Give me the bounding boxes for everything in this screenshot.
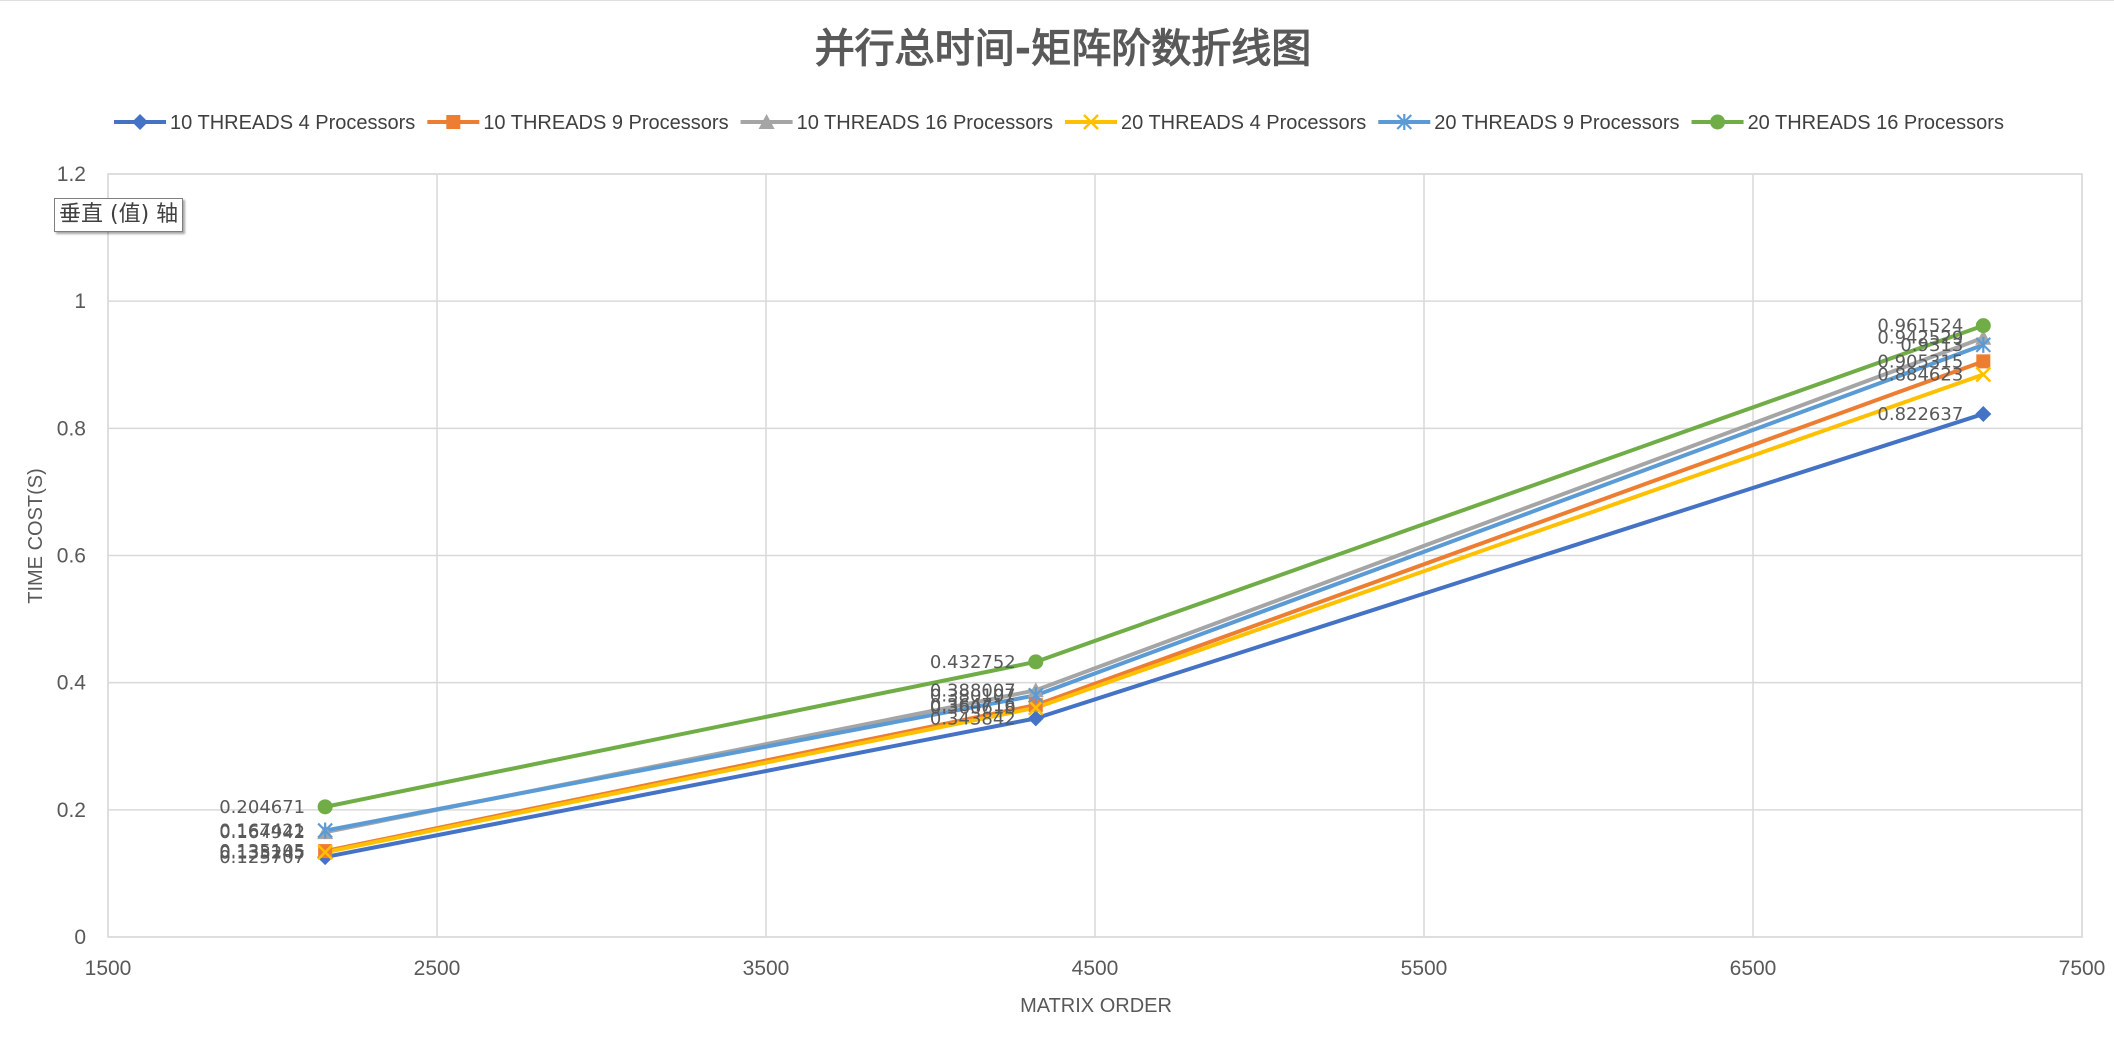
legend-label: 20 THREADS 4 Processors xyxy=(1121,112,1366,134)
data-label: 0.432752 xyxy=(930,652,1016,673)
data-label: 0.884623 xyxy=(1877,365,1963,386)
series-markers xyxy=(317,318,1992,866)
data-point xyxy=(317,844,334,861)
legend-label: 10 THREADS 4 Processors xyxy=(170,112,415,134)
data-label: 0.380107 xyxy=(930,685,1016,706)
y-tick-label: 0.2 xyxy=(57,799,86,822)
series-line xyxy=(324,323,1984,809)
y-tick-label: 1.2 xyxy=(57,163,86,186)
data-label: 0.125707 xyxy=(219,847,305,868)
data-label: 0.343842 xyxy=(930,708,1016,729)
data-label: 0.135105 xyxy=(219,841,305,862)
data-point xyxy=(1028,698,1043,713)
legend-label: 20 THREADS 16 Processors xyxy=(1748,112,2004,134)
data-label: 0.942529 xyxy=(1877,328,1963,349)
legend-item: 10 THREADS 4 Processors xyxy=(114,112,415,134)
data-labels: 0.125707 0.343842 0.822637 0.135105 0.364716… xyxy=(219,316,1963,868)
series-lines xyxy=(324,323,1984,860)
data-point xyxy=(1976,354,1991,369)
series-line xyxy=(324,412,1984,860)
y-tick-label: 0.8 xyxy=(57,417,86,440)
legend-marker xyxy=(132,114,149,130)
data-point xyxy=(1975,336,1992,353)
data-label: 0.822637 xyxy=(1877,404,1963,425)
y-axis-title: TIME COST(S) xyxy=(25,468,47,604)
legend-label: 10 THREADS 16 Processors xyxy=(797,112,1053,134)
x-tick-label: 4500 xyxy=(1072,957,1119,980)
y-tick-label: 0 xyxy=(74,926,86,949)
legend-label: 20 THREADS 9 Processors xyxy=(1434,112,1679,134)
data-point xyxy=(1975,366,1992,383)
legend-item: 10 THREADS 9 Processors xyxy=(427,112,729,134)
x-tick-label: 3500 xyxy=(743,957,790,980)
data-label: 0.360618 xyxy=(930,698,1016,719)
legend-marker xyxy=(446,115,461,129)
data-label: 0.164942 xyxy=(219,822,305,843)
legend-marker xyxy=(1083,114,1099,130)
data-label: 0.388007 xyxy=(930,680,1016,701)
legend-item: 20 THREADS 16 Processors xyxy=(1691,112,2004,134)
x-axis-ticks: 1500 2500 3500 4500 5500 6500 7500 xyxy=(85,957,2106,980)
x-tick-label: 1500 xyxy=(85,957,132,980)
legend-item: 20 THREADS 4 Processors xyxy=(1065,112,1366,134)
gridlines xyxy=(107,173,2083,938)
legend-marker xyxy=(1396,114,1413,130)
data-point xyxy=(1028,654,1044,670)
data-point xyxy=(1975,405,1992,422)
data-label: 0.905315 xyxy=(1877,351,1963,372)
window-top-border xyxy=(0,0,2114,1)
y-tick-label: 0.4 xyxy=(57,672,87,695)
x-tick-label: 2500 xyxy=(414,957,461,980)
legend-item: 10 THREADS 16 Processors xyxy=(740,112,1053,134)
x-tick-label: 7500 xyxy=(2059,957,2106,980)
data-label: 0.364716 xyxy=(930,695,1016,716)
data-point xyxy=(1027,710,1044,727)
legend-item: 20 THREADS 9 Processors xyxy=(1378,112,1680,134)
y-tick-label: 1 xyxy=(74,290,86,313)
data-point xyxy=(1028,687,1044,704)
legend: 10 THREADS 4 Processors 10 THREADS 9 Proc… xyxy=(114,112,2004,134)
data-label: 0.204671 xyxy=(219,797,305,818)
data-label: 0.133245 xyxy=(219,842,305,863)
data-point xyxy=(317,822,333,839)
legend-marker xyxy=(758,114,775,129)
data-label: 0.961524 xyxy=(1877,316,1963,337)
axis-tooltip: 垂直 (值) 轴 xyxy=(54,198,184,232)
data-label: 0.167421 xyxy=(219,821,305,842)
data-label: 0.9313 xyxy=(1900,335,1963,356)
x-tick-label: 5500 xyxy=(1401,957,1448,980)
data-point xyxy=(317,799,333,815)
y-tick-label: 0.6 xyxy=(57,545,86,568)
y-axis-ticks: 0 0.2 0.4 0.6 0.8 1 1.2 xyxy=(57,163,87,949)
legend-marker xyxy=(1710,114,1726,130)
data-point xyxy=(1027,699,1044,716)
x-axis-title: MATRIX ORDER xyxy=(1020,995,1172,1017)
legend-label: 10 THREADS 9 Processors xyxy=(483,112,728,134)
data-point xyxy=(1975,318,1991,334)
x-tick-label: 6500 xyxy=(1730,957,1777,980)
chart-title: 并行总时间-矩阵阶数折线图 xyxy=(815,26,1312,72)
